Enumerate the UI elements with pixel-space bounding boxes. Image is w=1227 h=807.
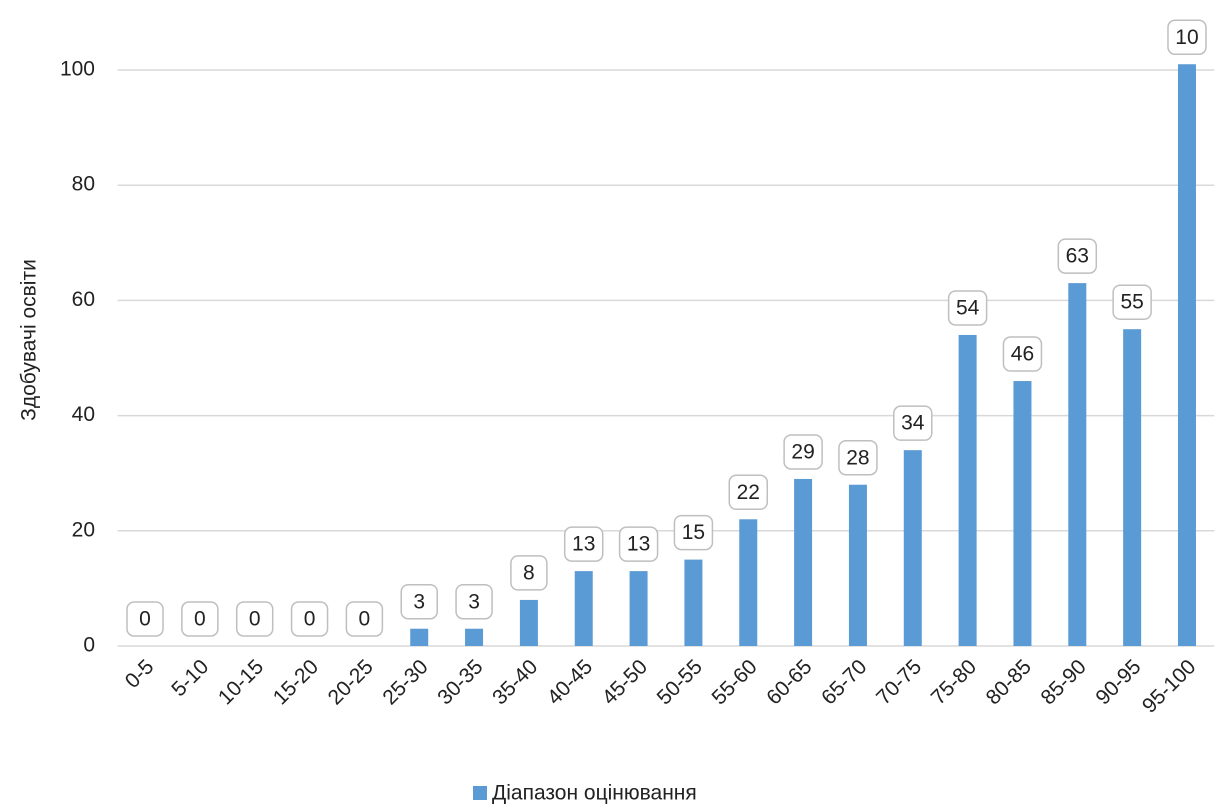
legend-swatch <box>473 786 487 800</box>
data-label-box <box>235 601 274 637</box>
bar <box>465 628 484 646</box>
y-tick-label: 40 <box>72 403 95 426</box>
data-label: 0 <box>194 608 206 631</box>
data-label-box <box>510 555 548 591</box>
bar <box>629 571 648 646</box>
data-label: 3 <box>413 590 425 613</box>
x-tick-label: 15-20 <box>269 655 323 709</box>
data-label-box <box>893 405 933 441</box>
data-label: 63 <box>1066 245 1089 268</box>
x-tick-label: 60-65 <box>762 655 816 709</box>
data-label-box <box>728 474 769 511</box>
bar <box>684 559 703 646</box>
x-tick-label: 75-80 <box>927 655 981 709</box>
data-label: 28 <box>846 446 869 469</box>
x-tick-label: 10-15 <box>214 655 268 709</box>
data-label: 34 <box>901 412 925 435</box>
x-tick-label: 20-25 <box>324 655 378 709</box>
y-tick-label: 0 <box>83 634 95 657</box>
y-tick-label: 80 <box>72 173 95 196</box>
data-label-box <box>563 526 604 562</box>
x-tick-label: 0-5 <box>121 655 159 693</box>
data-label-box <box>1112 284 1152 320</box>
data-label: 29 <box>791 441 814 464</box>
data-label: 46 <box>1011 343 1034 366</box>
data-label-box <box>455 583 493 620</box>
data-label: 0 <box>249 608 261 631</box>
data-label: 55 <box>1120 291 1143 314</box>
data-label-box <box>345 601 384 637</box>
bar <box>903 450 922 646</box>
data-label: 0 <box>304 608 316 631</box>
x-tick-label: 25-30 <box>378 655 432 709</box>
data-label: 8 <box>523 561 535 584</box>
data-label-box <box>290 601 329 637</box>
data-label: 15 <box>682 521 705 544</box>
x-tick-label: 85-90 <box>1037 655 1091 709</box>
data-label: 22 <box>737 481 760 504</box>
data-label-box <box>1002 336 1043 372</box>
y-tick-label: 100 <box>60 58 95 81</box>
bar <box>1013 381 1032 646</box>
bar <box>410 628 429 646</box>
data-label: 10 <box>1175 26 1198 49</box>
data-label-box <box>181 601 219 637</box>
data-label: 13 <box>572 533 595 556</box>
y-tick-label: 60 <box>72 288 95 311</box>
data-label-box <box>947 290 988 326</box>
data-label: 3 <box>468 590 480 613</box>
data-label: 54 <box>956 297 980 320</box>
y-axis-title: Здобувачі освіти <box>18 259 41 421</box>
x-tick-label: 70-75 <box>872 655 926 709</box>
x-tick-label: 80-85 <box>982 655 1036 709</box>
data-label-box <box>783 434 823 470</box>
data-label: 0 <box>139 608 151 631</box>
data-label: 13 <box>627 533 650 556</box>
bar <box>739 519 758 646</box>
data-label: 0 <box>359 608 371 631</box>
x-tick-label: 40-45 <box>543 655 597 709</box>
data-label-box <box>400 583 438 620</box>
x-tick-label: 35-40 <box>488 655 542 709</box>
bar <box>1123 329 1142 646</box>
data-label-box <box>1167 19 1207 55</box>
data-label-box <box>838 439 878 476</box>
bar <box>958 334 977 646</box>
legend-label: Діапазон оцінювання <box>492 782 697 805</box>
x-tick-label: 30-35 <box>433 655 487 709</box>
bar <box>1177 64 1196 647</box>
data-label-box <box>618 526 659 562</box>
bar <box>848 484 867 646</box>
y-tick-label: 20 <box>72 518 95 541</box>
data-label-box <box>126 601 164 637</box>
x-tick-label: 5-10 <box>167 655 213 701</box>
bar <box>794 478 813 646</box>
x-tick-label: 95-100 <box>1138 655 1201 718</box>
x-tick-label: 65-70 <box>817 655 871 709</box>
bar <box>1068 283 1087 646</box>
x-tick-label: 50-55 <box>653 655 707 709</box>
x-tick-label: 55-60 <box>707 655 761 709</box>
data-label-box <box>673 514 714 551</box>
x-tick-label: 45-50 <box>598 655 652 709</box>
data-label-box <box>1057 238 1098 274</box>
bar <box>519 599 538 646</box>
bar <box>574 571 593 646</box>
